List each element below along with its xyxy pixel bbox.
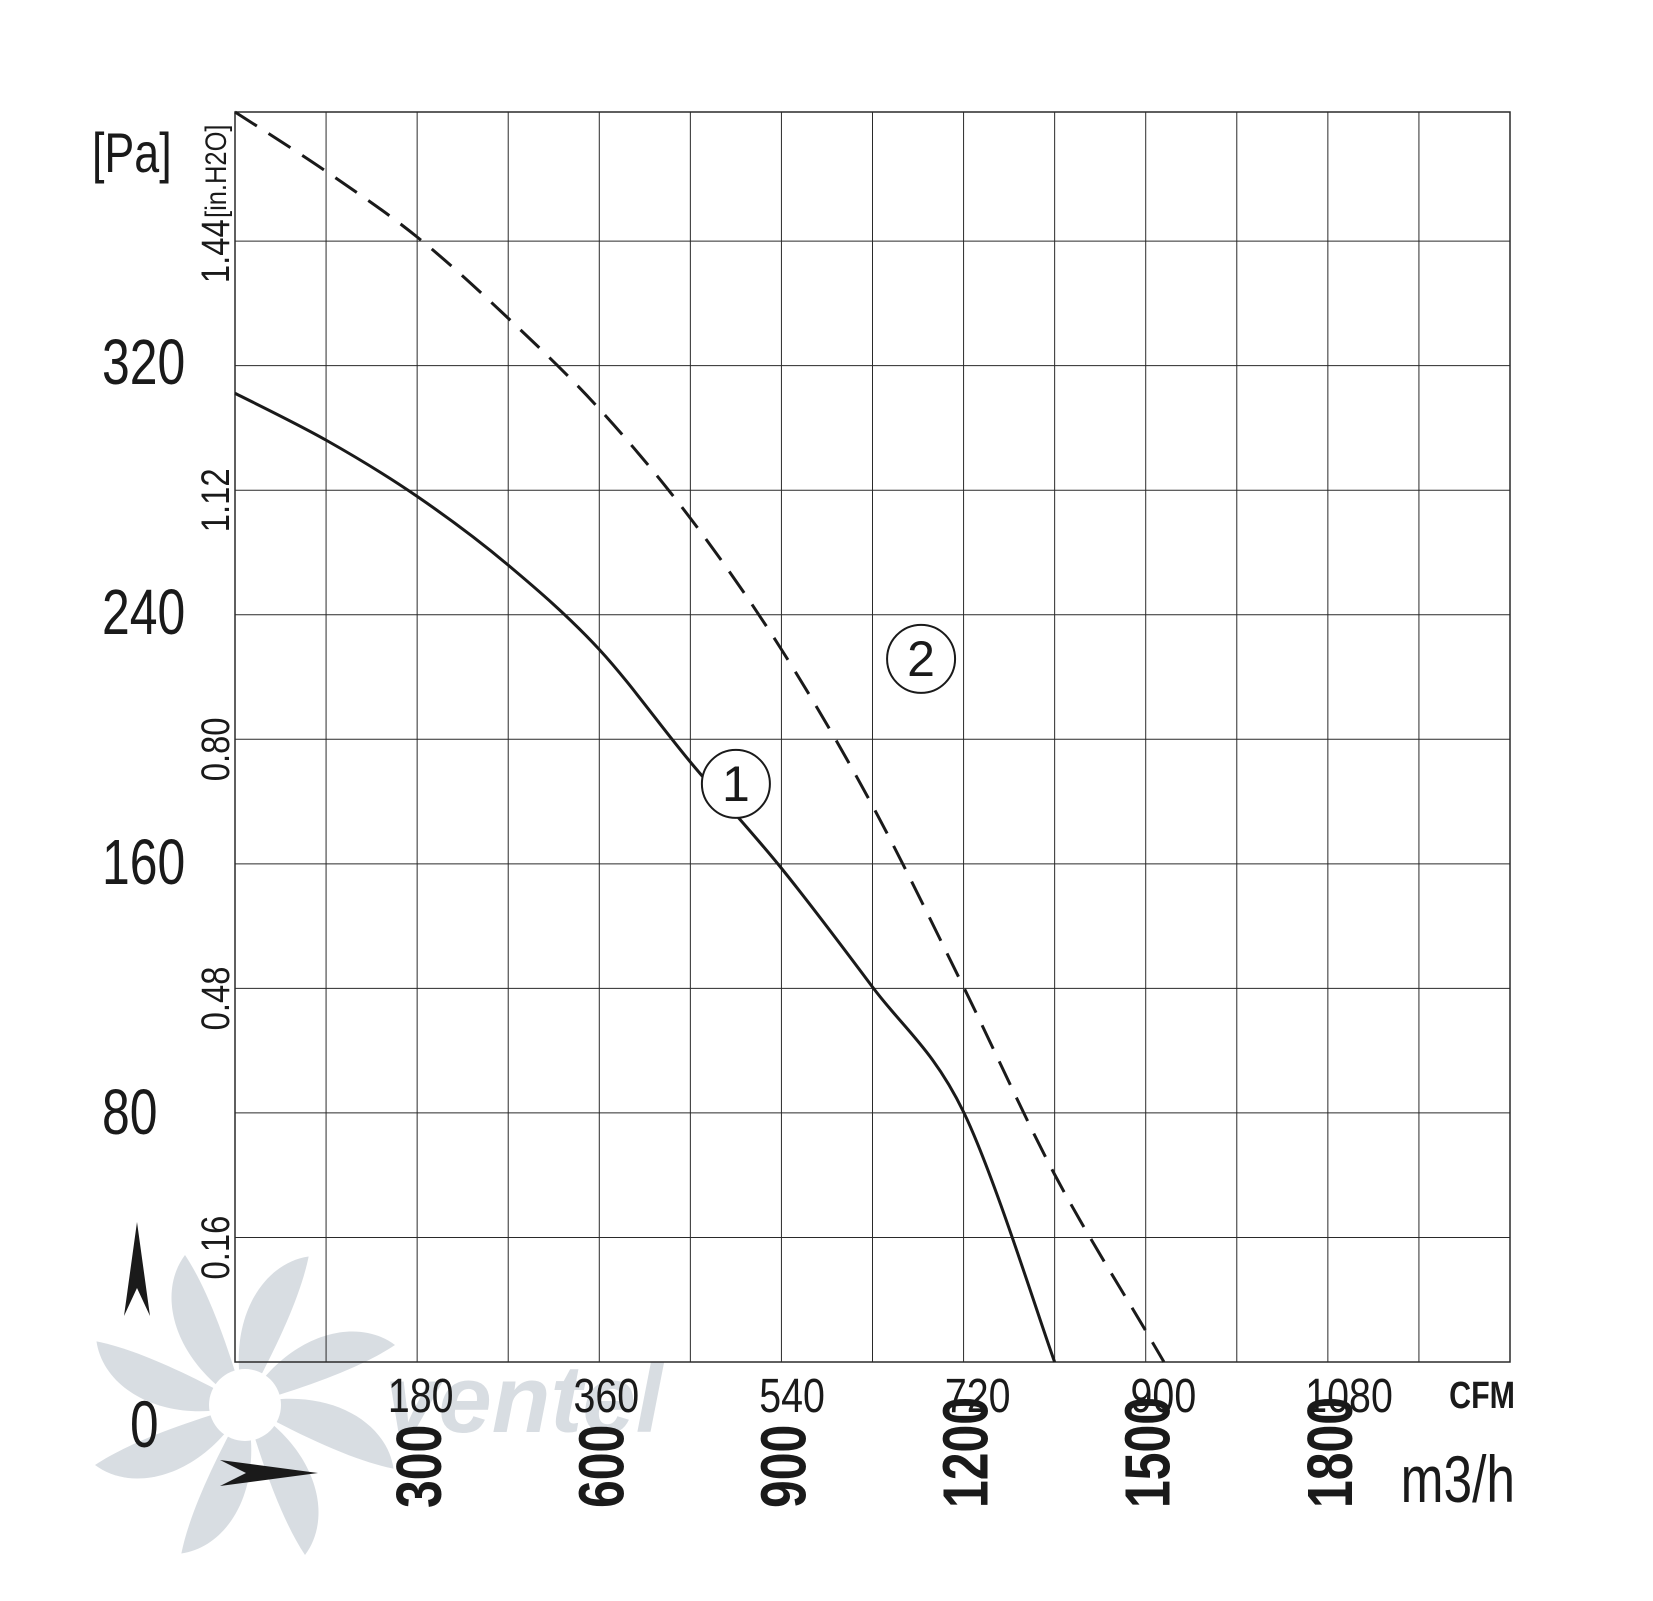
x-tick-m3h: 600 <box>566 1425 637 1508</box>
curve-2 <box>234 110 1166 1363</box>
x-tick-m3h: 1800 <box>1295 1397 1366 1508</box>
fan-blade-shape <box>245 1405 319 1555</box>
fan-hub-shape <box>209 1369 281 1441</box>
fan-blade-shape <box>171 1255 245 1405</box>
x-tick-cfm: 1080 <box>1305 1369 1393 1423</box>
x-tick-cfm: 360 <box>574 1369 640 1423</box>
curve-label-circle <box>700 748 771 819</box>
x-tick-cfm: 900 <box>1131 1369 1197 1423</box>
watermark-text: ventel <box>385 1346 665 1453</box>
y-tick-pa: 160 <box>102 827 185 898</box>
x-tick-cfm: 720 <box>945 1369 1011 1423</box>
x-tick-m3h: 900 <box>749 1425 820 1508</box>
curve-label-circle <box>886 623 957 694</box>
y-tick-inh2o: 0.48 <box>193 967 238 1031</box>
grid <box>234 111 1511 1363</box>
watermark: ventel <box>95 1255 665 1555</box>
y-axis-unit-pa: [Pa] <box>92 121 172 184</box>
axis-labels: 80 160 240 320 [Pa] 0.16 0.48 0.80 1.12 1.44[in.H… <box>92 121 1515 1516</box>
fan-blade-shape <box>245 1331 395 1405</box>
curve-label-2: 2 <box>907 631 935 687</box>
x-tick-cfm: 180 <box>388 1369 454 1423</box>
curve-label-1: 1 <box>722 756 750 812</box>
y-tick-inh2o: 0.80 <box>193 717 238 781</box>
y-tick-inh2o: 1.44 <box>193 219 238 283</box>
y-axis-unit-inh2o: [in.H2O] <box>199 125 232 218</box>
y-tick-inh2o: 1.12 <box>193 468 238 532</box>
fan-blade-shape <box>95 1405 245 1479</box>
curve-1 <box>234 391 1057 1363</box>
x-tick-m3h: 1200 <box>931 1397 1002 1508</box>
x-tick-m3h: 300 <box>384 1425 455 1508</box>
x-axis-unit-m3h: m3/h <box>1401 1442 1515 1517</box>
fan-blade-shape <box>96 1341 245 1412</box>
x-axis-arrow-icon <box>220 1460 318 1486</box>
y-tick-pa: 240 <box>102 577 185 648</box>
y-tick-inh2o: 0.16 <box>193 1216 238 1280</box>
fan-blade-shape <box>181 1405 252 1554</box>
curves: 12 <box>234 110 1166 1363</box>
x-tick-m3h: 1500 <box>1113 1397 1184 1508</box>
origin-label: 0 <box>130 1387 159 1462</box>
y-tick-pa: 320 <box>102 327 185 398</box>
x-axis-unit-cfm: CFM <box>1449 1375 1515 1417</box>
ventel-fan-logo-icon <box>95 1255 395 1555</box>
fan-blade-shape <box>245 1398 394 1469</box>
x-tick-cfm: 540 <box>759 1369 825 1423</box>
y-tick-pa: 80 <box>102 1077 158 1148</box>
y-axis-arrow-icon <box>124 1222 150 1316</box>
fan-blade-shape <box>238 1256 309 1405</box>
